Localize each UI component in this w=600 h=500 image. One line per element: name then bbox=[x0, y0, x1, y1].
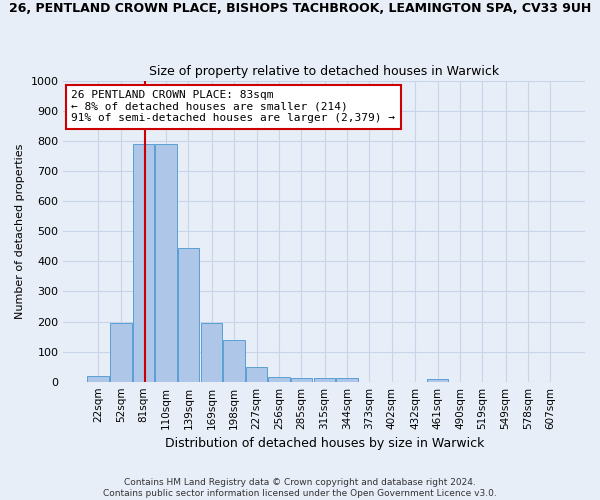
Bar bbox=[201, 323, 223, 382]
Text: 26 PENTLAND CROWN PLACE: 83sqm
← 8% of detached houses are smaller (214)
91% of : 26 PENTLAND CROWN PLACE: 83sqm ← 8% of d… bbox=[71, 90, 395, 124]
Bar bbox=[87, 376, 109, 382]
Bar bbox=[223, 340, 245, 382]
Bar bbox=[245, 366, 268, 382]
Y-axis label: Number of detached properties: Number of detached properties bbox=[15, 144, 25, 319]
X-axis label: Distribution of detached houses by size in Warwick: Distribution of detached houses by size … bbox=[164, 437, 484, 450]
Bar bbox=[314, 378, 335, 382]
Bar bbox=[178, 248, 199, 382]
Text: Contains HM Land Registry data © Crown copyright and database right 2024.
Contai: Contains HM Land Registry data © Crown c… bbox=[103, 478, 497, 498]
Bar bbox=[427, 378, 448, 382]
Bar bbox=[155, 144, 177, 382]
Bar bbox=[336, 378, 358, 382]
Bar bbox=[290, 378, 312, 382]
Bar bbox=[133, 144, 154, 382]
Title: Size of property relative to detached houses in Warwick: Size of property relative to detached ho… bbox=[149, 66, 499, 78]
Bar bbox=[268, 377, 290, 382]
Bar bbox=[110, 323, 132, 382]
Text: 26, PENTLAND CROWN PLACE, BISHOPS TACHBROOK, LEAMINGTON SPA, CV33 9UH: 26, PENTLAND CROWN PLACE, BISHOPS TACHBR… bbox=[9, 2, 591, 16]
